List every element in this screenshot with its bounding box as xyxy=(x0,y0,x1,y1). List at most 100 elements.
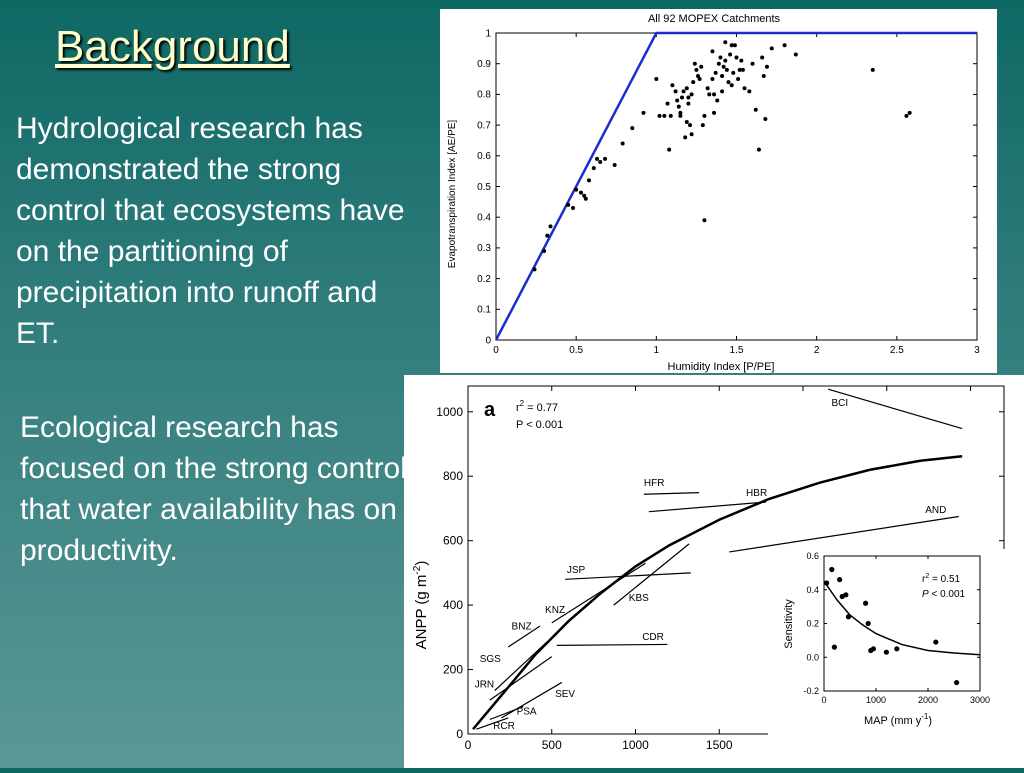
y-tick-label: 0.3 xyxy=(477,243,491,254)
catchment-point xyxy=(715,98,720,103)
catchment-point xyxy=(598,159,603,164)
y-tick-label: 0.8 xyxy=(477,90,491,101)
inset-point xyxy=(865,620,871,627)
mopex-chart: All 92 MOPEX Catchments 0 0.5 1 1.5 2 2.5 3 0 0.… xyxy=(447,13,980,373)
slide-title: Background xyxy=(55,22,290,71)
catchment-point xyxy=(542,248,547,253)
inset-y-tick-label: 0.2 xyxy=(806,619,819,629)
catchment-point xyxy=(720,89,725,94)
catchment-point xyxy=(574,187,579,192)
catchment-point xyxy=(747,89,752,94)
site-line xyxy=(494,641,548,691)
catchment-point xyxy=(740,67,745,72)
inset-y-tick-label: 0.4 xyxy=(806,585,819,595)
catchment-point xyxy=(793,52,798,57)
r2-stat: r2 = 0.77 xyxy=(516,399,558,414)
inset-point xyxy=(824,580,830,586)
catchment-point xyxy=(756,147,761,152)
catchment-point xyxy=(764,64,769,69)
catchment-point xyxy=(696,73,701,78)
catchment-point xyxy=(694,67,699,72)
site-label: KNZ xyxy=(545,605,565,616)
catchment-point xyxy=(734,55,739,60)
x-axis-label: Humidity Index [P/PE] xyxy=(668,361,775,373)
catchment-point xyxy=(591,166,596,171)
catchment-point xyxy=(676,104,681,109)
catchment-point xyxy=(737,67,742,72)
inset-x-tick-label: 1000 xyxy=(866,695,886,705)
site-line xyxy=(643,492,700,495)
catchment-point xyxy=(612,163,617,168)
x-tick-label: 0 xyxy=(465,738,472,752)
catchment-point xyxy=(583,196,588,201)
catchment-point xyxy=(681,89,686,94)
y-tick-label: 0.7 xyxy=(477,120,491,131)
inset-x-axis-label: MAP (mm y-1) xyxy=(864,712,932,727)
y-tick-label: 0.6 xyxy=(477,151,491,162)
catchment-point xyxy=(739,58,744,63)
catchment-point xyxy=(692,61,697,66)
catchment-point xyxy=(907,110,912,115)
site-line xyxy=(565,572,691,580)
catchment-point xyxy=(723,40,728,45)
catchment-point xyxy=(721,64,726,69)
catchment-point xyxy=(702,218,707,223)
site-label: BNZ xyxy=(512,621,532,632)
site-label: AND xyxy=(925,505,946,516)
y-axis-label: ANPP (g m-2) xyxy=(412,561,430,650)
y-tick-label: 0.4 xyxy=(477,213,491,224)
site-label: SEV xyxy=(555,689,575,700)
catchment-point xyxy=(712,110,717,115)
x-tick-label: 0.5 xyxy=(569,345,583,356)
y-tick-label: 0 xyxy=(456,727,463,741)
catchment-point xyxy=(753,107,758,112)
inset-point xyxy=(829,566,835,573)
y-tick-label: 0.9 xyxy=(477,59,491,70)
catchment-point xyxy=(707,92,712,97)
inset-x-tick-label: 2000 xyxy=(918,695,938,705)
catchment-point xyxy=(578,190,583,195)
site-label: JSP xyxy=(567,565,586,576)
site-label: RCR xyxy=(493,721,515,732)
hydrology-paragraph: Hydrological research has demonstrated t… xyxy=(16,112,405,350)
site-line xyxy=(827,388,963,430)
x-tick-label: 0 xyxy=(493,345,499,356)
catchment-point xyxy=(769,46,774,51)
catchment-point xyxy=(732,43,737,48)
inset-point xyxy=(933,639,939,645)
catchment-point xyxy=(679,95,684,100)
catchment-point xyxy=(736,77,741,82)
catchment-point xyxy=(782,43,787,48)
catchment-point xyxy=(668,113,673,118)
catchment-point xyxy=(673,89,678,94)
x-tick-label: 3 xyxy=(974,345,980,356)
catchment-point xyxy=(586,178,591,183)
catchment-point xyxy=(620,141,625,146)
y-axis-label: Evapotranspiration Index [AE/PE] xyxy=(447,120,458,269)
catchment-point xyxy=(684,120,689,125)
anpp-chart: 0500100015002000250030000200400600800100… xyxy=(412,385,1016,767)
site-line xyxy=(729,515,959,553)
catchment-point xyxy=(688,123,693,128)
x-tick-label: 1000 xyxy=(622,738,649,752)
mopex-figure: All 92 MOPEX Catchments 0 0.5 1 1.5 2 2.5 3 0 0.… xyxy=(440,9,997,373)
inset-point xyxy=(883,649,889,655)
catchment-point xyxy=(548,224,553,229)
catchment-point xyxy=(678,110,683,115)
p-stat: P < 0.001 xyxy=(516,419,563,431)
x-tick-label: 1 xyxy=(654,345,660,356)
catchment-point xyxy=(723,58,728,63)
catchment-point xyxy=(712,92,717,97)
inset-point xyxy=(843,592,849,598)
inset-x-tick-label: 0 xyxy=(821,695,826,705)
regression-curve xyxy=(472,455,963,730)
catchment-point xyxy=(532,267,537,272)
catchment-point xyxy=(710,77,715,82)
catchment-point xyxy=(566,202,571,207)
site-line xyxy=(648,501,767,513)
catchment-point xyxy=(904,113,909,118)
panel-label: a xyxy=(484,399,496,421)
catchment-point xyxy=(683,135,688,140)
catchment-point xyxy=(728,52,733,57)
catchment-point xyxy=(686,95,691,100)
